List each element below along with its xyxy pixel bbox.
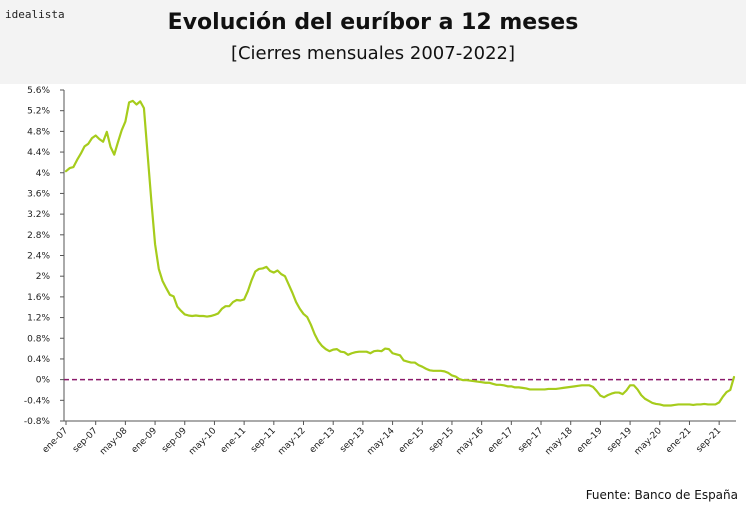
source-note: Fuente: Banco de España [585, 488, 738, 502]
x-tick-label: ene-21 [664, 426, 693, 455]
x-tick-label: sep-15 [427, 426, 456, 455]
x-tick-label: may-14 [365, 426, 396, 457]
chart-header: idealista Evolución del euríbor a 12 mes… [0, 0, 746, 84]
euribor-series-line [64, 99, 736, 407]
y-tick-label: -0.8% [24, 417, 51, 427]
x-tick-label: sep-07 [71, 426, 100, 455]
x-tick-label: may-12 [276, 426, 307, 457]
y-axis-ticks: 5.6% 5.2% 4.8% 4.4% 4% 3.6% 3.2% 2.8% 2.4% 2% 1.6%… [24, 86, 64, 427]
y-tick-label: 0.8% [27, 334, 50, 344]
y-tick-label: 5.2% [27, 107, 50, 117]
y-tick-label: 0.4% [27, 355, 50, 365]
y-tick-label: 4% [36, 169, 51, 179]
x-tick-label: sep-19 [605, 426, 634, 455]
x-tick-label: ene-15 [397, 426, 426, 455]
line-chart: 5.6% 5.2% 4.8% 4.4% 4% 3.6% 3.2% 2.8% 2.4% 2% 1.6%… [24, 86, 736, 457]
chart-title: Evolución del euríbor a 12 meses [167, 10, 579, 35]
y-tick-label: 0% [36, 376, 51, 386]
y-tick-label: -0.4% [24, 396, 51, 406]
y-tick-label: 1.2% [27, 314, 50, 324]
y-tick-label: 4.4% [27, 148, 50, 158]
brand-logo: idealista [5, 8, 65, 21]
y-tick-label: 2.4% [27, 252, 50, 262]
x-tick-label: ene-07 [41, 426, 70, 455]
x-tick-label: sep-13 [338, 426, 367, 455]
x-tick-label: ene-09 [130, 426, 160, 456]
chart-axes [63, 90, 736, 422]
y-tick-label: 2% [36, 272, 51, 282]
y-tick-label: 2.8% [27, 231, 50, 241]
x-tick-label: may-20 [633, 426, 664, 457]
x-tick-label: ene-19 [575, 426, 605, 456]
x-tick-label: sep-21 [695, 426, 724, 455]
x-tick-label: may-16 [455, 426, 486, 457]
x-tick-label: may-10 [187, 426, 218, 457]
y-tick-label: 1.6% [27, 293, 50, 303]
x-tick-label: ene-17 [486, 426, 515, 455]
x-tick-label: sep-09 [160, 426, 189, 455]
x-tick-label: may-18 [544, 426, 575, 457]
y-tick-label: 5.6% [27, 86, 50, 96]
y-tick-label: 4.8% [27, 127, 50, 137]
y-tick-label: 3.6% [27, 189, 50, 199]
x-tick-label: ene-13 [308, 426, 337, 455]
x-tick-label: sep-11 [249, 426, 278, 455]
x-tick-label: ene-11 [219, 426, 248, 455]
x-tick-label: sep-17 [516, 426, 545, 455]
chart-subtitle: [Cierres mensuales 2007-2022] [230, 43, 516, 64]
y-tick-label: 3.2% [27, 210, 50, 220]
x-tick-label: may-08 [98, 426, 129, 457]
